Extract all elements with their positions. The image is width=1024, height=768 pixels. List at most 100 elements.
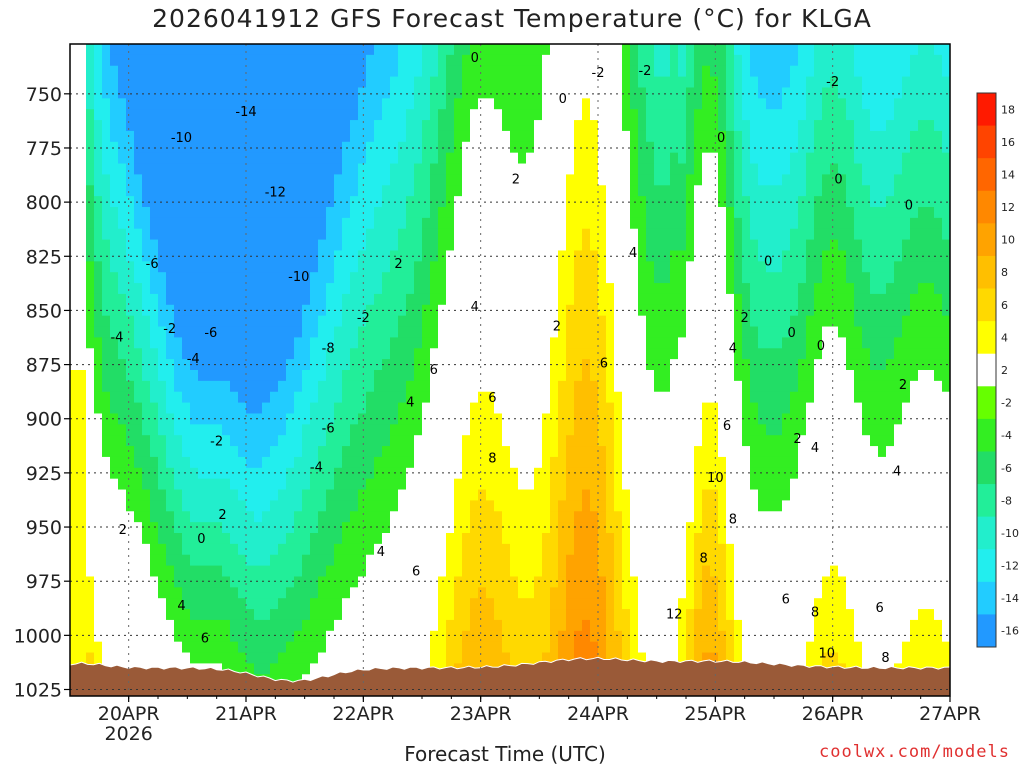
temperature-cell (198, 54, 207, 67)
temperature-cell (678, 120, 687, 132)
temperature-cell (654, 380, 663, 393)
temperature-cell (78, 533, 87, 545)
temperature-cell (406, 587, 415, 599)
temperature-cell (374, 446, 383, 458)
temperature-cell (534, 446, 543, 458)
temperature-cell (446, 641, 455, 654)
temperature-cell (542, 370, 551, 382)
temperature-cell (70, 207, 79, 219)
temperature-cell (470, 337, 479, 349)
temperature-cell (494, 456, 503, 469)
temperature-cell (342, 641, 351, 654)
temperature-cell (398, 533, 407, 545)
temperature-cell (334, 65, 343, 78)
temperature-cell (446, 370, 455, 382)
temperature-cell (238, 380, 247, 393)
temperature-cell (222, 391, 231, 404)
temperature-cell (686, 446, 695, 458)
temperature-cell (286, 98, 295, 110)
temperature-cell (94, 163, 103, 175)
temperature-cell (70, 120, 79, 132)
temperature-cell (510, 65, 519, 78)
temperature-cell (502, 652, 511, 664)
temperature-cell (222, 511, 231, 523)
temperature-cell (638, 391, 647, 404)
temperature-cell (190, 65, 199, 78)
temperature-cell (542, 576, 551, 588)
temperature-cell (310, 98, 319, 110)
temperature-cell (374, 391, 383, 404)
temperature-cell (462, 163, 471, 175)
temperature-cell (358, 554, 367, 567)
temperature-cell (206, 641, 215, 654)
temperature-cell (78, 456, 87, 469)
temperature-cell (238, 359, 247, 371)
temperature-cell (406, 446, 415, 458)
temperature-cell (134, 380, 143, 393)
temperature-cell (470, 54, 479, 67)
temperature-cell (102, 554, 111, 567)
temperature-cell (446, 185, 455, 197)
temperature-cell (262, 598, 271, 610)
temperature-cell (326, 109, 335, 121)
temperature-cell (406, 543, 415, 556)
temperature-cell (454, 228, 463, 241)
temperature-cell (214, 120, 223, 132)
temperature-cell (494, 152, 503, 165)
temperature-cell (510, 641, 519, 654)
temperature-cell (430, 304, 439, 317)
temperature-cell (214, 272, 223, 284)
temperature-cell (502, 489, 511, 501)
temperature-cell (342, 261, 351, 273)
temperature-cell (638, 456, 647, 469)
temperature-cell (422, 641, 431, 654)
temperature-cell (462, 185, 471, 197)
temperature-cell (398, 587, 407, 599)
temperature-cell (294, 565, 303, 578)
temperature-cell (302, 239, 311, 252)
temperature-cell (214, 609, 223, 621)
temperature-cell (510, 217, 519, 230)
temperature-cell (230, 315, 239, 328)
temperature-cell (310, 163, 319, 175)
temperature-cell (502, 446, 511, 458)
temperature-cell (254, 217, 263, 230)
temperature-cell (230, 348, 239, 360)
temperature-cell (574, 554, 583, 567)
temperature-cell (78, 543, 87, 556)
temperature-cell (310, 87, 319, 99)
temperature-cell (158, 554, 167, 567)
temperature-cell (486, 120, 495, 132)
temperature-cell (526, 315, 535, 328)
temperature-cell (230, 141, 239, 154)
temperature-cell (270, 467, 279, 480)
temperature-cell (438, 337, 447, 349)
temperature-cell (510, 120, 519, 132)
temperature-cell (398, 619, 407, 632)
temperature-cell (598, 65, 607, 78)
temperature-cell (102, 500, 111, 512)
temperature-cell (318, 565, 327, 578)
temperature-cell (726, 456, 735, 469)
temperature-cell (182, 435, 191, 447)
temperature-cell (462, 402, 471, 415)
temperature-cell (678, 380, 687, 393)
temperature-cell (566, 130, 575, 143)
temperature-cell (174, 652, 183, 664)
temperature-cell (150, 239, 159, 252)
temperature-cell (206, 359, 215, 371)
temperature-cell (238, 65, 247, 78)
temperature-cell (726, 87, 735, 99)
temperature-cell (126, 511, 135, 523)
temperature-cell (518, 348, 527, 360)
temperature-cell (110, 576, 119, 588)
temperature-cell (454, 478, 463, 491)
temperature-cell (486, 522, 495, 534)
temperature-cell (166, 293, 175, 306)
temperature-cell (174, 98, 183, 110)
temperature-cell (206, 576, 215, 588)
temperature-cell (406, 109, 415, 121)
temperature-cell (670, 250, 679, 262)
temperature-cell (718, 576, 727, 588)
temperature-cell (230, 207, 239, 219)
